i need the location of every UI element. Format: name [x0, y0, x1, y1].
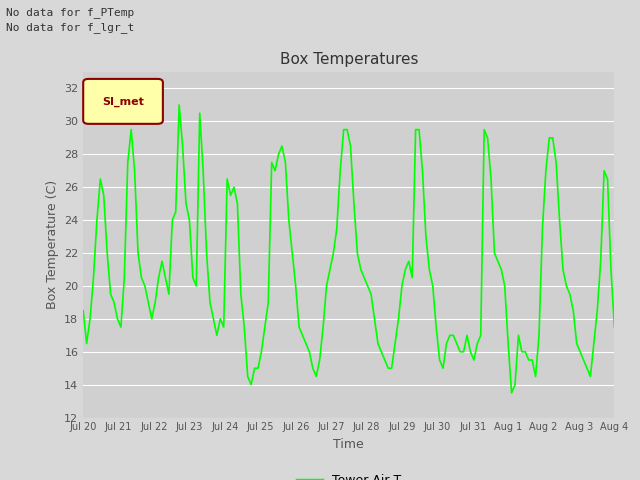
Legend: Tower Air T: Tower Air T [297, 474, 401, 480]
Text: No data for f_PTemp: No data for f_PTemp [6, 7, 134, 18]
Y-axis label: Box Temperature (C): Box Temperature (C) [45, 180, 58, 310]
Title: Box Temperatures: Box Temperatures [280, 52, 418, 67]
Text: SI_met: SI_met [102, 96, 144, 107]
Text: No data for f_lgr_t: No data for f_lgr_t [6, 22, 134, 33]
FancyBboxPatch shape [83, 79, 163, 124]
X-axis label: Time: Time [333, 438, 364, 451]
